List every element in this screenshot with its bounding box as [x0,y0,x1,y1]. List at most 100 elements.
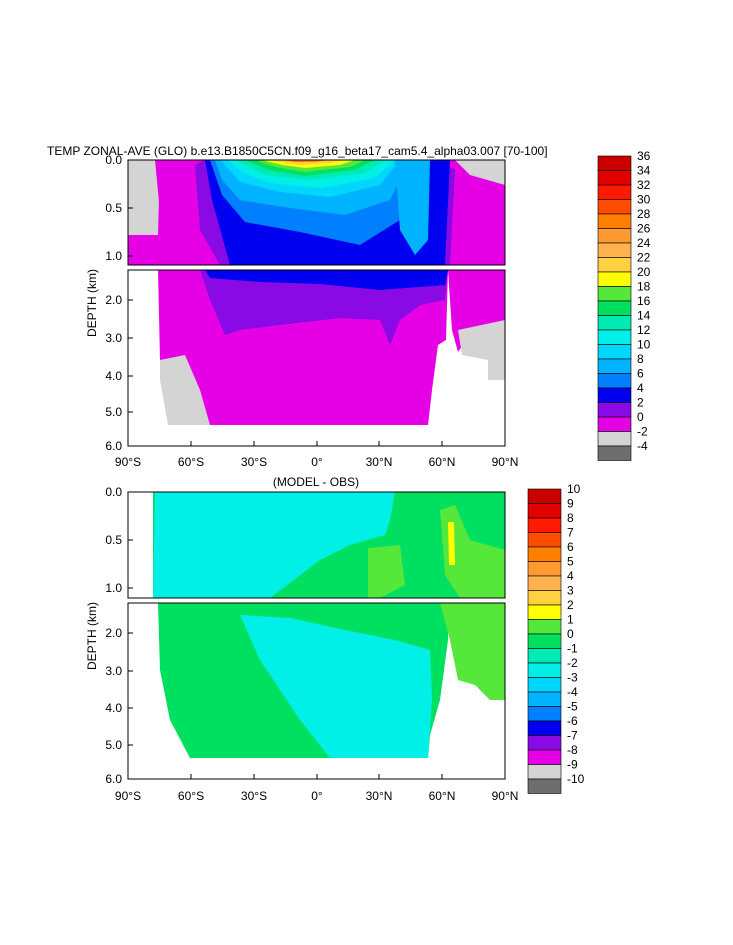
field-region-4to6-deep [205,270,448,290]
field-region-2to3-north [448,522,455,565]
x-tick-label: 60°N [429,789,456,803]
field-land-south [128,160,160,235]
colorbar-box [527,590,562,606]
x-tick-label: 30°N [366,789,393,803]
x-tick-label: 90°N [492,789,519,803]
colorbar-label: 5 [567,555,574,569]
x-tick-label: 60°S [178,455,204,469]
y-tick-label: 6.0 [105,439,122,453]
x-tick-label: 30°S [241,789,267,803]
colorbar-label: -8 [567,743,578,757]
colorbar-box [597,184,632,200]
colorbar-box [527,546,562,562]
colorbar-label: 2 [637,396,644,410]
colorbar-box [597,228,632,244]
colorbar-label: 6 [567,540,574,554]
colorbar-box [597,300,632,316]
x-axis-ticks [127,441,506,446]
difference-field-upper [128,492,505,598]
x-tick-label: 90°S [115,455,141,469]
field-region-minus2to-1b [260,500,310,525]
colorbar-label: 6 [637,367,644,381]
field-region-minus2to-1 [210,492,255,520]
colorbar-label: 36 [637,149,651,163]
colorbar-box [527,662,562,678]
colorbar-box [527,677,562,693]
x-tick-label: 30°S [241,455,267,469]
colorbar-box [597,257,632,273]
field-land-north [455,160,505,185]
y-tick-label: 1.0 [105,249,122,263]
colorbar-label: 9 [567,497,574,511]
colorbar-box [527,706,562,722]
y-tick-label: 0.0 [105,485,122,499]
colorbar-label: 3 [567,584,574,598]
field-region-minus1to0 [153,492,395,598]
colorbar-label: 16 [637,294,651,308]
colorbar-label: 34 [637,164,651,178]
x-tick-label: 90°S [115,789,141,803]
colorbar-box [527,648,562,664]
x-tick-label: 30°N [366,455,393,469]
colorbar-box [597,329,632,345]
colorbar-label: -2 [637,425,648,439]
colorbar-label: 4 [567,569,574,583]
colorbar-box [597,199,632,215]
y-tick-label: 5.0 [105,738,122,752]
colorbar-label: 0 [637,410,644,424]
field-region-minus1to0-deep [240,615,432,758]
colorbar-box [527,503,562,519]
field-land-north-deep [458,320,505,380]
colorbar-label: -7 [567,729,578,743]
y-tick-label: 0.5 [105,533,122,547]
colorbar-box [597,271,632,287]
y-tick-label: 3.0 [105,664,122,678]
colorbar-label: -1 [567,642,578,656]
colorbar-label: 7 [567,526,574,540]
colorbar-box [527,764,562,780]
colorbar-label: 12 [637,323,651,337]
colorbar-box [527,749,562,765]
colorbar-box [597,358,632,374]
x-tick-label: 0° [311,789,323,803]
y-tick-label: 2.0 [105,626,122,640]
y-axis-ticks [128,159,133,447]
colorbar-box [597,315,632,331]
axes-frame-upper [127,491,506,599]
colorbar-label: 0 [567,627,574,641]
y-tick-label: 5.0 [105,405,122,419]
y-tick-label: 3.0 [105,331,122,345]
colorbar-label: -5 [567,700,578,714]
y-tick-label: 0.5 [105,201,122,215]
colorbar-box [597,286,632,302]
colorbar-label: -4 [567,685,578,699]
colorbar-box [527,720,562,736]
colorbar-box [527,604,562,620]
y-axis-label: DEPTH (km) [85,602,99,670]
y-tick-label: 1.0 [105,581,122,595]
colorbar-box [527,633,562,649]
colorbar-label: 8 [637,352,644,366]
colorbar-box [597,387,632,403]
colorbar-label: 2 [567,598,574,612]
y-tick-label: 0.0 [105,153,122,167]
colorbar-label: -4 [637,439,648,453]
y-tick-label: 4.0 [105,701,122,715]
temperature-field-upper [128,160,505,265]
colorbar-box [527,735,562,751]
colorbar-box [527,561,562,577]
colorbar-box [527,778,562,794]
colorbar-label: 32 [637,178,651,192]
difference-panel: (MODEL - OBS) [85,475,585,803]
colorbar-label: -3 [567,671,578,685]
colorbar-label: 20 [637,265,651,279]
colorbar-label: -6 [567,714,578,728]
field-region-0to2-south [155,160,205,265]
field-region-north-cold-tongue [395,160,430,255]
chart-title: TEMP ZONAL-AVE (GLO) b.e13.B1850C5CN.f09… [47,144,548,158]
colorbar-box [597,170,632,186]
colorbar-box [597,344,632,360]
colorbar-label: 4 [637,381,644,395]
